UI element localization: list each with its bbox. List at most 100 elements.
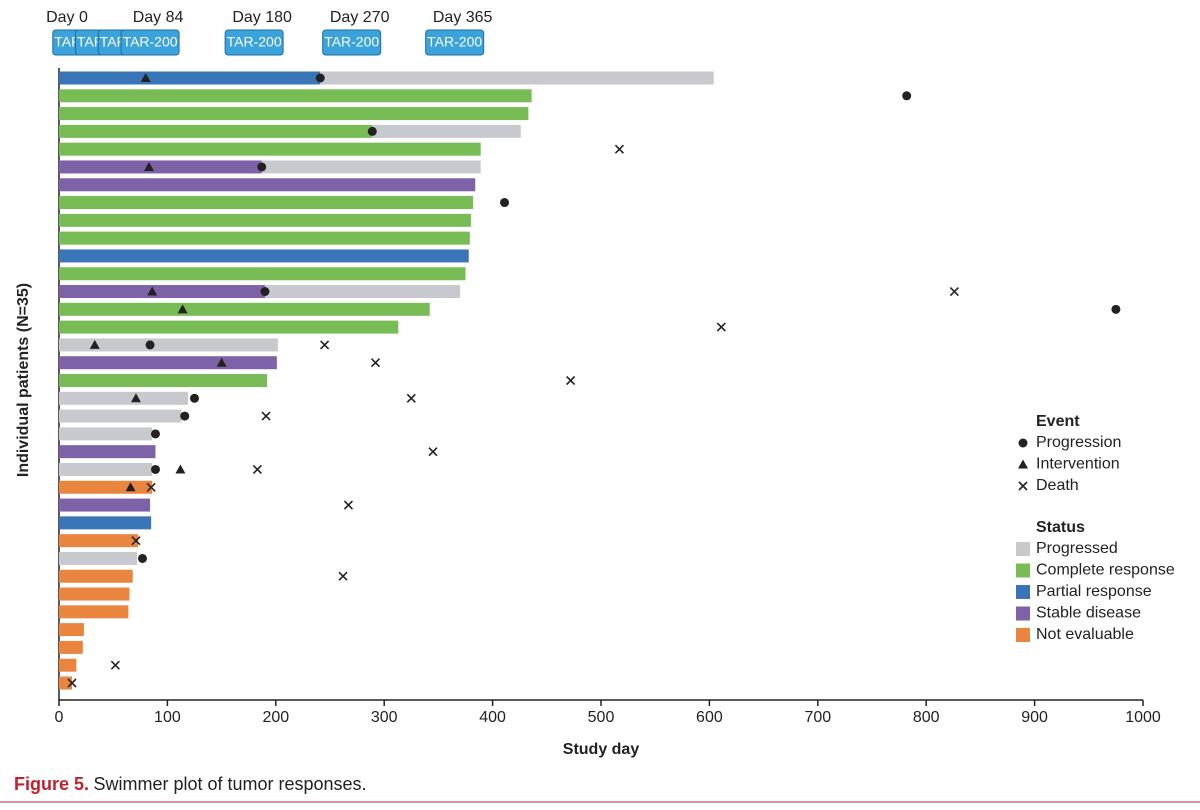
legend-label: Stable disease xyxy=(1036,605,1141,622)
x-tick-label: 0 xyxy=(55,709,64,726)
x-tick-label: 100 xyxy=(154,709,181,726)
response-bar xyxy=(59,391,188,405)
dose-badge: TAR-200 xyxy=(224,29,284,56)
dose-badge: TAR-200 xyxy=(425,29,485,56)
death-marker xyxy=(614,144,624,154)
response-bar xyxy=(59,551,138,565)
progression-marker xyxy=(137,553,147,563)
intervention-marker xyxy=(125,482,136,492)
response-bar xyxy=(59,427,153,441)
response-bar xyxy=(59,462,153,476)
death-marker xyxy=(110,660,120,670)
response-bar xyxy=(59,623,84,637)
legend-label: Progression xyxy=(1036,434,1121,451)
intervention-marker xyxy=(1018,459,1028,469)
death-marker xyxy=(428,447,438,457)
response-bar xyxy=(59,231,470,245)
response-bar xyxy=(59,640,83,654)
response-bar xyxy=(59,285,265,299)
response-bar xyxy=(59,516,152,530)
legend-label: Partial response xyxy=(1036,583,1152,600)
response-bar xyxy=(59,71,321,85)
progression-marker xyxy=(500,198,510,208)
death-marker xyxy=(949,286,959,297)
dose-text: TAR-200 xyxy=(227,34,282,50)
response-bar xyxy=(59,160,262,174)
response-bar xyxy=(59,587,130,601)
intervention-marker xyxy=(89,339,100,349)
response-bar xyxy=(59,267,466,281)
intervention-marker xyxy=(177,304,188,314)
dose-badge: TAR-200 xyxy=(120,29,180,56)
x-tick-label: 500 xyxy=(588,709,615,726)
legend-label: Complete response xyxy=(1036,562,1175,579)
milestone-label: Day 270 xyxy=(330,9,390,26)
milestone-label: Day 365 xyxy=(433,9,493,26)
legend-swatch xyxy=(1016,563,1030,578)
y-axis-label: Individual patients (N=35) xyxy=(15,283,32,477)
progression-marker xyxy=(1111,304,1121,314)
dose-text: TAR-200 xyxy=(427,34,482,50)
progressed-bar xyxy=(261,160,481,174)
response-bar xyxy=(59,249,469,263)
legend-swatch xyxy=(1016,606,1030,621)
dose-badge: TAR-200 xyxy=(322,29,382,56)
legend-label: Intervention xyxy=(1036,456,1120,473)
progression-marker xyxy=(180,411,190,421)
intervention-marker xyxy=(143,161,154,171)
response-bar xyxy=(59,409,182,423)
response-bar xyxy=(59,445,156,459)
death-marker xyxy=(252,464,262,475)
response-bar xyxy=(59,213,471,227)
x-tick-label: 1000 xyxy=(1125,709,1161,726)
death-marker xyxy=(370,358,381,368)
response-bar xyxy=(59,374,268,387)
progression-marker xyxy=(1018,438,1028,448)
caption: Figure 5. Swimmer plot of tumor response… xyxy=(14,774,367,794)
legend-swatch xyxy=(1016,542,1030,556)
x-axis-label: Study day xyxy=(563,741,640,758)
response-bar xyxy=(59,569,133,583)
progressed-bar xyxy=(320,71,714,85)
response-bar xyxy=(59,89,532,103)
dose-text: TAR-200 xyxy=(324,34,379,50)
x-tick-label: 700 xyxy=(804,709,831,726)
response-bar xyxy=(59,605,129,619)
x-tick-label: 300 xyxy=(371,709,398,726)
death-marker xyxy=(716,322,726,332)
progressed-bar xyxy=(372,124,521,138)
death-marker xyxy=(320,340,330,350)
x-tick-label: 800 xyxy=(913,709,940,726)
x-tick-label: 400 xyxy=(479,709,506,726)
death-marker xyxy=(131,536,141,546)
intervention-marker xyxy=(140,73,151,82)
response-bar xyxy=(59,480,153,494)
response-bar xyxy=(59,498,151,512)
response-bar xyxy=(59,302,430,316)
x-tick-label: 600 xyxy=(696,709,723,726)
milestone-label: Day 180 xyxy=(232,9,292,26)
response-bar xyxy=(59,676,73,690)
intervention-marker xyxy=(216,357,227,367)
x-tick-label: 900 xyxy=(1021,709,1048,726)
response-bar xyxy=(59,338,278,352)
response-bar xyxy=(59,178,476,192)
dose-box xyxy=(224,29,284,56)
response-bar xyxy=(59,107,529,121)
death-marker xyxy=(343,500,353,510)
progression-marker xyxy=(190,393,199,403)
response-bar xyxy=(59,534,139,548)
progression-marker xyxy=(150,429,160,439)
legend-title: Event xyxy=(1036,413,1080,430)
caption-text: Swimmer plot of tumor responses. xyxy=(93,774,366,794)
milestone-label: Day 0 xyxy=(46,9,88,26)
intervention-marker xyxy=(175,464,186,474)
death-marker xyxy=(1018,481,1028,491)
progression-marker xyxy=(260,287,270,297)
legend-label: Progressed xyxy=(1036,540,1118,557)
death-marker xyxy=(67,678,77,688)
x-tick-label: 200 xyxy=(262,709,289,726)
response-bar xyxy=(59,142,481,156)
intervention-marker xyxy=(130,393,141,403)
